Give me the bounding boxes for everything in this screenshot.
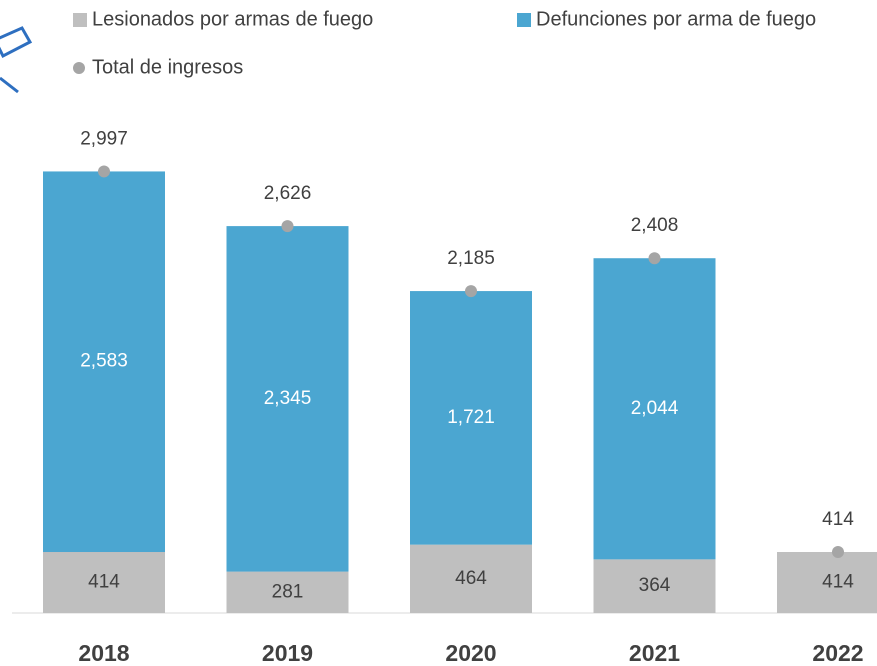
total-marker (281, 220, 294, 233)
segment-label: 281 (272, 581, 304, 602)
legend-swatch (73, 13, 87, 27)
x-tick-label: 2022 (812, 640, 863, 666)
segment-label: 2,345 (264, 388, 312, 409)
total-marker (648, 252, 661, 265)
bar-segment (593, 258, 716, 560)
total-label: 414 (822, 509, 854, 530)
segment-label: 464 (455, 568, 487, 589)
segment-label: 414 (822, 572, 854, 593)
total-marker (832, 546, 844, 559)
bar-segment (410, 544, 532, 613)
bar-segment (410, 291, 532, 545)
bar-segment (226, 226, 349, 572)
total-label: 2,626 (264, 183, 312, 204)
legend-label: Lesionados por armas de fuego (92, 8, 373, 30)
bar-segment (43, 171, 165, 553)
segment-label: 414 (88, 572, 120, 593)
total-label: 2,185 (447, 248, 495, 269)
total-marker (465, 285, 477, 298)
segment-label: 364 (639, 575, 671, 596)
x-tick-label: 2021 (629, 640, 680, 666)
bar-segment (593, 559, 716, 613)
total-label: 2,408 (631, 215, 679, 236)
legend-label: Defunciones por arma de fuego (536, 8, 816, 30)
x-tick-label: 2019 (262, 640, 313, 666)
total-label: 2,997 (80, 128, 128, 149)
segment-label: 1,721 (447, 407, 495, 428)
total-marker (98, 165, 110, 178)
bar-segment (43, 552, 165, 613)
x-tick-label: 2020 (445, 640, 496, 666)
segment-label: 2,044 (631, 398, 679, 419)
bar-segment (226, 571, 349, 613)
legend-swatch (517, 13, 531, 27)
x-tick-label: 2018 (78, 640, 129, 666)
corner-icon (0, 26, 33, 94)
legend-marker (73, 62, 85, 74)
legend-label: Total de ingresos (92, 56, 243, 78)
bar-segment (777, 552, 877, 613)
segment-label: 2,583 (80, 351, 128, 372)
